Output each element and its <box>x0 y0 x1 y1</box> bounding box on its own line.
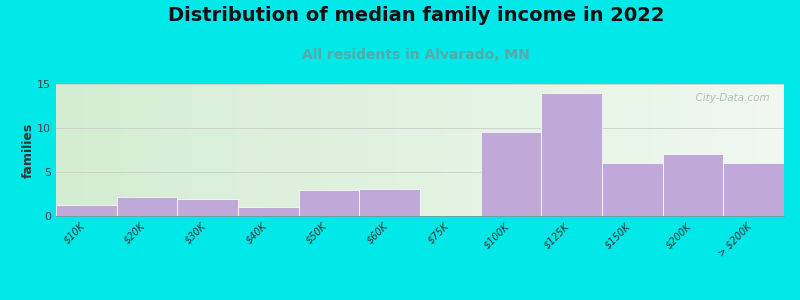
Bar <box>238 207 298 216</box>
Bar <box>602 163 662 216</box>
Y-axis label: families: families <box>22 122 34 178</box>
Bar <box>56 205 117 216</box>
Text: All residents in Alvarado, MN: All residents in Alvarado, MN <box>302 48 530 62</box>
Text: City-Data.com: City-Data.com <box>689 93 770 103</box>
Bar <box>117 196 178 216</box>
Bar <box>481 132 542 216</box>
Bar <box>359 189 420 216</box>
Text: Distribution of median family income in 2022: Distribution of median family income in … <box>168 6 664 25</box>
Bar <box>662 154 723 216</box>
Bar <box>298 190 359 216</box>
Bar <box>178 199 238 216</box>
Bar <box>723 163 784 216</box>
Bar <box>542 93 602 216</box>
